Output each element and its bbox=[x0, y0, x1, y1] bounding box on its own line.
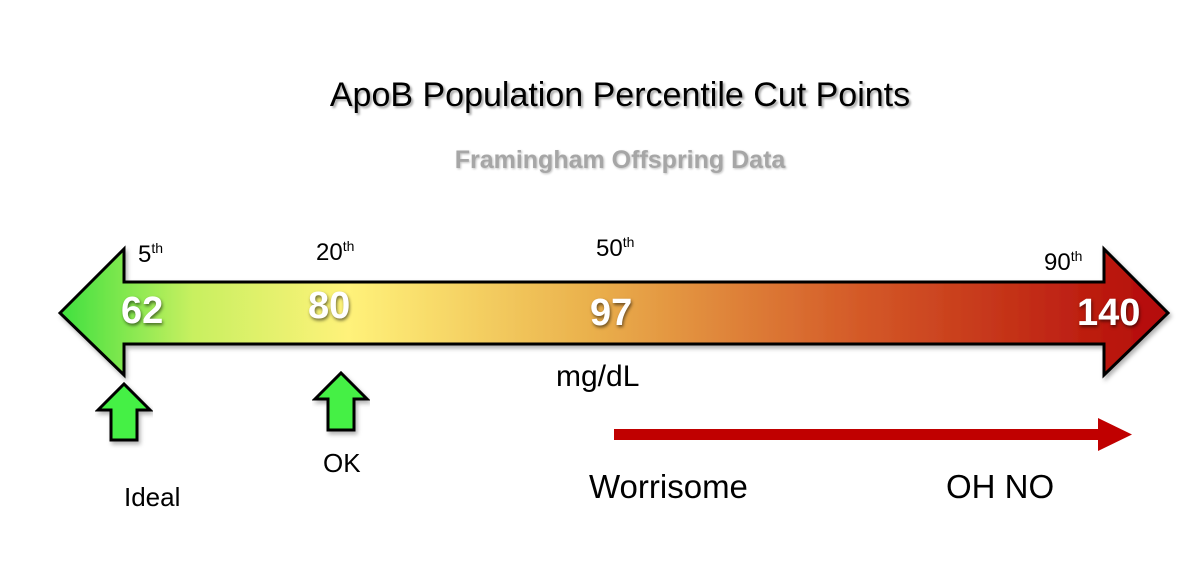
unit-label: mg/dL bbox=[556, 360, 640, 393]
percentile-label-20th: 20th bbox=[316, 238, 355, 266]
category-worrisome: Worrisome bbox=[589, 468, 748, 505]
category-ideal: Ideal bbox=[124, 482, 181, 512]
value-62: 62 bbox=[121, 290, 164, 332]
value-140: 140 bbox=[1077, 292, 1141, 334]
percentile-label-90th: 90th bbox=[1044, 248, 1083, 276]
value-97: 97 bbox=[590, 292, 633, 334]
percentile-scale-arrow bbox=[57, 245, 1171, 379]
percentile-label-50th: 50th bbox=[596, 234, 635, 262]
value-80: 80 bbox=[308, 285, 351, 327]
category-oh-no: OH NO bbox=[946, 468, 1055, 505]
ideal-up-arrow bbox=[94, 381, 154, 442]
worrisome-arrow-shaft bbox=[614, 429, 1102, 440]
chart-subtitle: Framingham Offspring Data bbox=[454, 146, 786, 174]
category-ok: OK bbox=[323, 448, 361, 478]
worrisome-arrow-head bbox=[1098, 418, 1132, 451]
ok-up-arrow bbox=[311, 370, 371, 432]
percentile-label-5th: 5th bbox=[138, 240, 164, 268]
chart-title: ApoB Population Percentile Cut Points bbox=[329, 76, 911, 114]
